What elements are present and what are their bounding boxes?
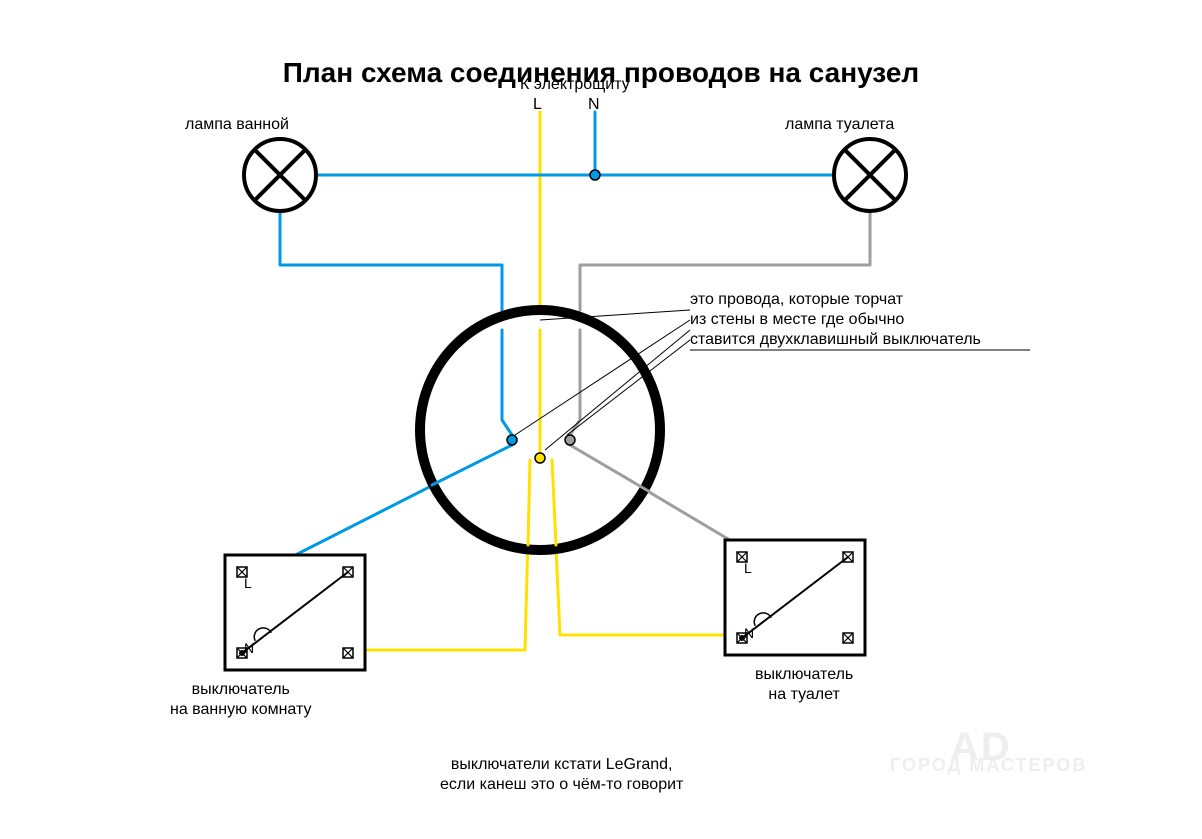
label-panel-n: N (588, 95, 600, 115)
label-footer: выключатели кстати LeGrand, если канеш э… (440, 755, 683, 795)
watermark-line2: ГОРОД МАСТЕРОВ (890, 755, 1087, 776)
label-lamp-bath: лампа ванной (185, 115, 289, 135)
label-switch-toilet: выключатель на туалет (755, 665, 853, 705)
label-sw-toilet-l: L (744, 560, 752, 578)
label-switch-bath: выключатель на ванную комнату (170, 680, 311, 720)
label-sw-bath-n: N (244, 640, 254, 658)
label-to-panel: К электрощиту (520, 75, 630, 95)
label-sw-bath-l: L (244, 575, 252, 593)
label-panel-l: L (533, 95, 542, 115)
label-lamp-toilet: лампа туалета (785, 115, 894, 135)
label-sw-toilet-n: N (744, 625, 754, 643)
label-wires-note: это провода, которые торчат из стены в м… (690, 290, 981, 350)
